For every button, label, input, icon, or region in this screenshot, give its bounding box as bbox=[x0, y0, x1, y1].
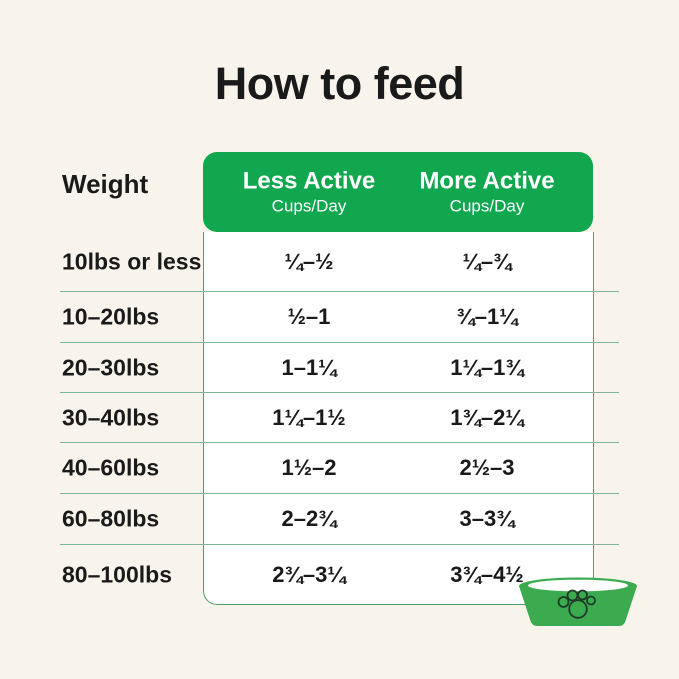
weight-column-header: Weight bbox=[62, 169, 149, 199]
column-label: Less Active bbox=[242, 167, 376, 195]
row-value-less-active: 1½–2 bbox=[281, 455, 337, 480]
row-value-less-active: ½–1 bbox=[287, 304, 331, 329]
row-value-more-active: ¼–¾ bbox=[462, 248, 512, 274]
row-value-more-active: 1¾–2¼ bbox=[450, 404, 524, 430]
table-row: 10lbs or less ¼–½ ¼–¾ bbox=[60, 232, 619, 292]
table-row: 20–30lbs 1–1¼ 1¼–1¾ bbox=[60, 343, 619, 393]
row-weight-label: 30–40lbs bbox=[62, 404, 160, 430]
table-row: 30–40lbs 1¼–1½ 1¾–2¼ bbox=[60, 393, 619, 443]
table-row: 80–100lbs 2¾–3¼ 3¾–4½ bbox=[60, 545, 619, 605]
table-row: 60–80lbs 2–2¾ 3–3¾ bbox=[60, 494, 619, 545]
row-weight-label: 20–30lbs bbox=[62, 354, 160, 380]
column-sublabel: Cups/Day bbox=[271, 196, 347, 216]
row-weight-label: 40–60lbs bbox=[62, 454, 160, 481]
row-value-less-active: 1–1¼ bbox=[281, 354, 337, 380]
dog-bowl-icon bbox=[519, 577, 637, 626]
table-row: 40–60lbs 1½–2 2½–3 bbox=[60, 443, 619, 494]
row-value-more-active: ¾–1¼ bbox=[456, 304, 518, 329]
row-value-less-active: ¼–½ bbox=[284, 248, 334, 274]
page-title: How to feed bbox=[214, 58, 465, 109]
row-value-more-active: 2½–3 bbox=[459, 455, 515, 480]
row-value-less-active: 1¼–1½ bbox=[272, 404, 346, 430]
feeding-table-body bbox=[203, 232, 594, 605]
column-label: More Active bbox=[419, 167, 555, 195]
row-value-more-active: 3–3¾ bbox=[459, 506, 515, 531]
row-weight-label: 10–20lbs bbox=[62, 303, 160, 330]
column-sublabel: Cups/Day bbox=[449, 196, 525, 216]
row-value-more-active: 3¾–4½ bbox=[450, 562, 524, 587]
row-value-less-active: 2–2¾ bbox=[281, 506, 337, 531]
column-header-less-active: Less Active Cups/Day bbox=[243, 168, 376, 217]
paw-print-icon bbox=[557, 589, 596, 619]
row-value-more-active: 1¼–1¾ bbox=[450, 354, 524, 380]
table-header: Less Active Cups/Day More Active Cups/Da… bbox=[203, 152, 593, 232]
table-row: 10–20lbs ½–1 ¾–1¼ bbox=[60, 292, 619, 343]
row-weight-label: 80–100lbs bbox=[62, 561, 172, 588]
column-header-more-active: More Active Cups/Day bbox=[419, 168, 554, 217]
row-value-less-active: 2¾–3¼ bbox=[272, 562, 346, 587]
row-weight-label: 10lbs or less bbox=[62, 248, 202, 274]
row-weight-label: 60–80lbs bbox=[62, 505, 160, 532]
